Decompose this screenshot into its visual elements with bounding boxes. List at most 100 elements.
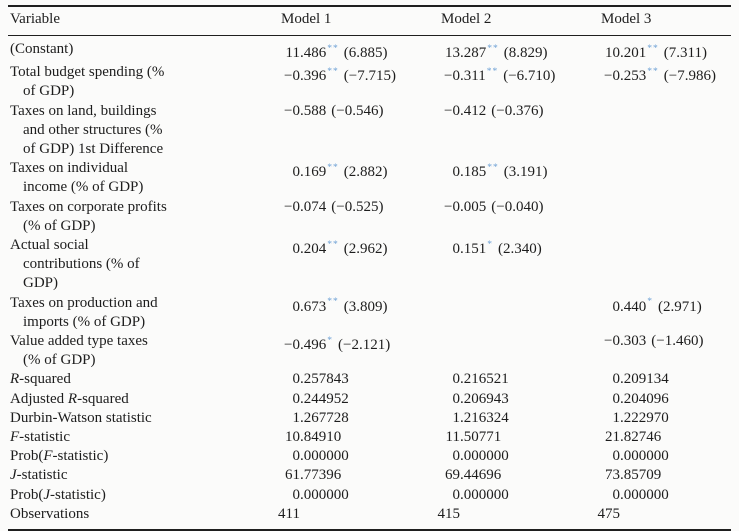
value-integer-part: 21: [605, 429, 620, 446]
value-fraction-part: .50771: [460, 429, 502, 446]
model2-value: 13.287** (8.829): [434, 36, 594, 64]
table-row-taxes-individual-income: Taxes on individual income (% of GDP) 0.…: [8, 159, 731, 197]
value-fraction-part: .257843: [300, 371, 349, 388]
value-integer-part: 13: [445, 45, 460, 61]
t-statistic: (−7.715): [343, 68, 396, 85]
t-statistic: (2.882): [343, 164, 388, 181]
value-integer-part: 1: [612, 409, 621, 426]
value-integer-part: −0: [284, 337, 300, 354]
significance-stars-icon: *: [327, 335, 333, 346]
t-statistic: (−6.710): [503, 68, 556, 85]
value-fraction-part: .005: [460, 198, 487, 215]
value-fraction-part: .000000: [620, 486, 669, 503]
value-integer-part: 0: [292, 241, 301, 258]
model2-value: [434, 332, 594, 370]
value-fraction-part: .267728: [300, 409, 349, 426]
t-statistic: (−0.040): [491, 198, 544, 215]
value-fraction-part: .440: [620, 298, 647, 315]
value-integer-part: 61: [285, 467, 300, 484]
value-integer-part: 0: [612, 371, 621, 388]
model2-value: 0.151* (2.340): [434, 236, 594, 294]
t-statistic: (8.829): [503, 45, 548, 61]
model1-value: 61.77396: [274, 466, 434, 485]
value-integer-part: 0: [452, 241, 461, 258]
value-fraction-part: .209134: [620, 371, 669, 388]
column-header-model3: Model 3: [594, 6, 731, 36]
significance-stars-icon: *: [487, 239, 493, 250]
table-row-taxes-corporate-profits: Taxes on corporate profits (% of GDP) −0…: [8, 198, 731, 236]
t-statistic: (−0.525): [331, 198, 384, 215]
value-fraction-part: .588: [300, 102, 327, 119]
model2-value: [434, 294, 594, 332]
value-fraction-part: .673: [300, 298, 327, 315]
value-integer-part: −0: [444, 198, 460, 215]
value-integer-part: 0: [452, 448, 461, 465]
value-fraction-part: .287: [460, 45, 487, 61]
value-integer-part: −0: [284, 68, 300, 85]
value-fraction-part: .206943: [460, 390, 509, 407]
variable-label: Taxes on land, buildings and other struc…: [10, 102, 164, 158]
value-integer-part: 411: [278, 505, 300, 522]
value-integer-part: 475: [597, 505, 621, 522]
significance-stars-icon: *: [647, 297, 653, 308]
value-fraction-part: .000000: [460, 448, 509, 465]
significance-stars-icon: **: [327, 239, 339, 250]
value-integer-part: 1: [292, 409, 301, 426]
value-integer-part: 0: [292, 486, 301, 503]
table-row-durbin-watson: Durbin-Watson statistic 1.267728 1.21632…: [8, 409, 731, 428]
value-fraction-part: .000000: [460, 486, 509, 503]
t-statistic: (−0.376): [491, 102, 544, 119]
value-integer-part: 0: [452, 371, 461, 388]
value-fraction-part: .185: [460, 164, 487, 181]
model3-value: 0.209134: [594, 370, 731, 389]
significance-stars-icon: **: [327, 43, 339, 54]
statistic-label: R-squared: [10, 371, 71, 388]
model3-value: [594, 102, 731, 160]
regression-results-table: Variable Model 1 Model 2 Model 3 (Consta…: [8, 5, 731, 531]
variable-label: Taxes on corporate profits (% of GDP): [10, 198, 167, 234]
value-fraction-part: .303: [620, 333, 647, 350]
model3-value: 0.204096: [594, 390, 731, 409]
table-row-taxes-production-imports: Taxes on production and imports (% of GD…: [8, 294, 731, 332]
model3-value: −0.253** (−7.986): [594, 63, 731, 101]
model1-value: 10.84910: [274, 428, 434, 447]
value-integer-part: 0: [292, 298, 301, 315]
model1-value: 11.486** (6.885): [274, 36, 434, 64]
value-integer-part: 0: [292, 164, 301, 181]
model1-value: 0.204** (2.962): [274, 236, 434, 294]
table-row-j-statistic: J-statistic 61.77396 69.44696 73.85709: [8, 466, 731, 485]
value-fraction-part: .311: [460, 68, 486, 85]
model2-value: 0.000000: [434, 486, 594, 505]
value-fraction-part: .396: [300, 68, 327, 85]
model3-value: 73.85709: [594, 466, 731, 485]
model2-value: 0.206943: [434, 390, 594, 409]
statistic-label: Durbin-Watson statistic: [10, 409, 152, 426]
model2-value: −0.311** (−6.710): [434, 63, 594, 101]
model3-value: [594, 236, 731, 294]
value-fraction-part: .169: [300, 164, 327, 181]
value-fraction-part: .000000: [300, 486, 349, 503]
value-integer-part: 0: [292, 448, 301, 465]
table-row-observations: Observations 411 415 475: [8, 505, 731, 530]
statistic-label: Prob(J-statistic): [10, 486, 106, 503]
header-row: Variable Model 1 Model 2 Model 3: [8, 6, 731, 36]
model3-value: 0.000000: [594, 447, 731, 466]
t-statistic: (3.191): [503, 164, 548, 181]
variable-label: Value added type taxes (% of GDP): [10, 333, 148, 369]
value-integer-part: 0: [452, 486, 461, 503]
model3-value: [594, 159, 731, 197]
t-statistic: (−0.546): [331, 102, 384, 119]
value-fraction-part: .222970: [620, 409, 669, 426]
model3-value: 1.222970: [594, 409, 731, 428]
significance-stars-icon: **: [487, 43, 499, 54]
value-fraction-part: .000000: [620, 448, 669, 465]
model1-value: 411: [274, 505, 434, 530]
t-statistic: (6.885): [343, 45, 388, 61]
value-fraction-part: .82746: [620, 429, 662, 446]
value-fraction-part: .151: [460, 241, 487, 258]
statistic-label: J-statistic: [10, 467, 68, 484]
model1-value: −0.074 (−0.525): [274, 198, 434, 236]
value-integer-part: 0: [612, 486, 621, 503]
variable-label: Total budget spending (% of GDP): [10, 64, 165, 100]
t-statistic: (−1.460): [651, 333, 704, 350]
